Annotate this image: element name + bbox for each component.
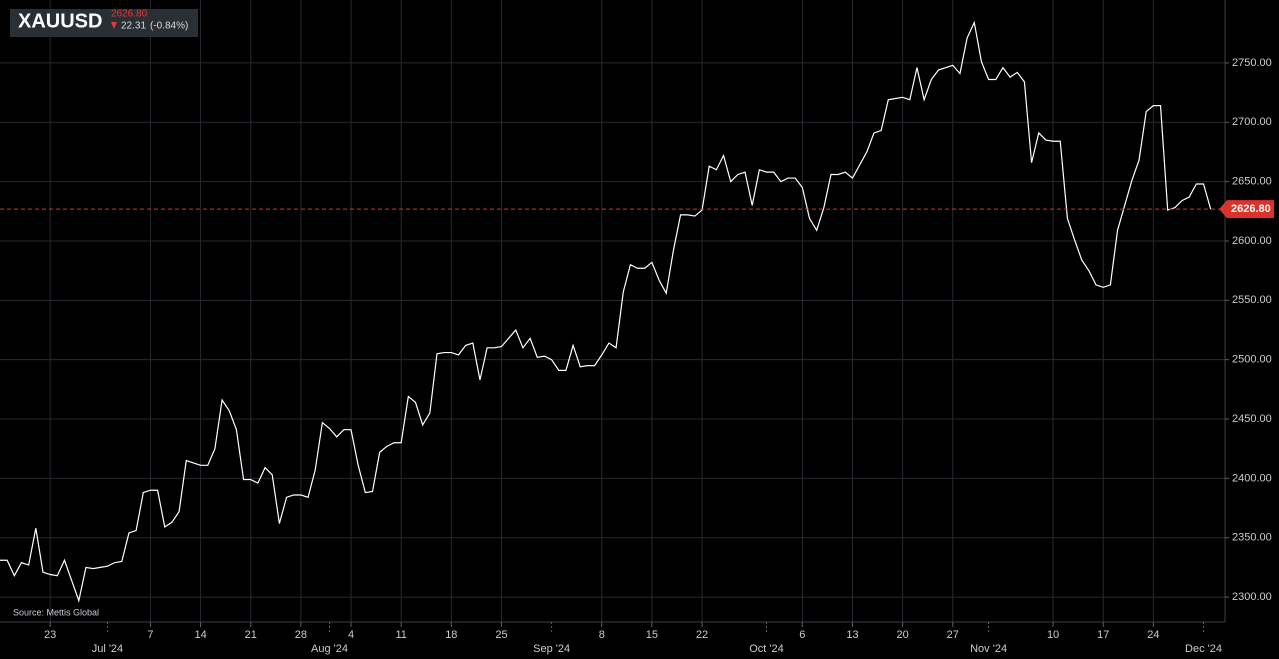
x-tick-label: Dec '24 [1185, 643, 1222, 655]
y-tick-label: 2400.00 [1232, 472, 1272, 484]
x-tick-label: 14 [194, 629, 206, 641]
x-tick-label: Aug '24 [311, 643, 348, 655]
x-tick-label: 18 [445, 629, 457, 641]
symbol-box [10, 9, 198, 37]
last-price-tag [1219, 200, 1274, 219]
x-tick-label: 23 [44, 629, 56, 641]
y-tick-label: 2550.00 [1232, 294, 1272, 306]
x-tick-label: 13 [846, 629, 858, 641]
x-tick-label: 7 [147, 629, 153, 641]
y-tick-label: 2600.00 [1232, 235, 1272, 247]
x-tick-label: Oct '24 [749, 643, 784, 655]
y-tick-label: 2300.00 [1232, 591, 1272, 603]
x-tick-label: 10 [1047, 629, 1059, 641]
x-tick-label: 25 [495, 629, 507, 641]
x-tick-label: 11 [395, 629, 406, 641]
down-arrow [111, 22, 117, 29]
x-tick-label: Sep '24 [533, 643, 570, 655]
x-tick-label: 4 [348, 629, 354, 641]
y-tick-label: 2700.00 [1232, 116, 1272, 128]
source: Source: Mettis Global [13, 607, 99, 617]
x-tick-label: 27 [947, 629, 959, 641]
y-tick-label: 2450.00 [1232, 413, 1272, 425]
y-tick-label: 2650.00 [1232, 176, 1272, 188]
x-tick-label: Jul '24 [92, 643, 123, 655]
price-change: 22.31 [121, 21, 146, 32]
y-tick-label: 2500.00 [1232, 354, 1272, 366]
x-tick-label: 15 [646, 629, 658, 641]
x-tick-label: 8 [599, 629, 605, 641]
y-tick-label: 2750.00 [1232, 57, 1272, 69]
x-tick-label: 6 [799, 629, 805, 641]
x-tick-label: 24 [1147, 629, 1159, 641]
y-tick-label: 2350.00 [1232, 532, 1272, 544]
x-tick-label: 20 [897, 629, 909, 641]
x-tick-label: 28 [295, 629, 307, 641]
x-tick-label: 22 [696, 629, 708, 641]
price-line [0, 20, 1212, 603]
header-price: 2626.80 [111, 9, 148, 20]
x-tick-label: 21 [245, 629, 257, 641]
symbol: XAUUSD [18, 10, 102, 32]
last-price-label: 2626.80 [1231, 203, 1271, 215]
x-tick-label: Nov '24 [970, 643, 1007, 655]
x-tick-label: 17 [1097, 629, 1109, 641]
change-percent: (-0.84%) [150, 21, 188, 32]
